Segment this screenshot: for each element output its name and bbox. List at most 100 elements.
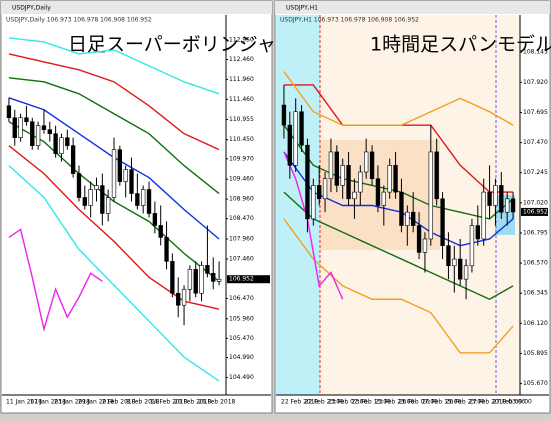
candle-body	[158, 225, 163, 238]
candle-body	[411, 211, 416, 226]
candle-body	[199, 265, 204, 294]
title-bar[interactable]	[275, 1, 550, 14]
candle-body	[493, 185, 498, 206]
info: USDJPY,Daily 106.973 106.978 106.908 106…	[6, 17, 152, 24]
candle-body	[428, 151, 433, 240]
indicator-line	[283, 191, 514, 301]
candle-body	[375, 178, 381, 206]
candle-body	[30, 121, 35, 146]
candle-body	[463, 265, 469, 280]
y-tick-label: 107.960	[229, 236, 254, 243]
x-tick-label: 14 Feb 2018	[150, 399, 188, 406]
candle-body	[187, 269, 193, 290]
y-tick-label: 105.670	[523, 380, 548, 387]
y-tick-label: 108.470	[229, 215, 254, 222]
candle-body	[105, 197, 111, 214]
indicator-line	[8, 228, 103, 332]
candle-body	[305, 144, 310, 220]
x-tick-label: 17 Jan 2018	[30, 399, 66, 406]
candle-body	[146, 189, 152, 214]
candle-body	[135, 193, 140, 206]
candle-body	[334, 151, 339, 186]
candle-body	[416, 225, 422, 253]
indicator-line	[8, 53, 220, 151]
candle-body	[387, 165, 392, 193]
candle-body	[364, 151, 369, 173]
y-tick-label: 107.695	[523, 109, 548, 116]
x-tick-label: 26 Feb 15:00	[422, 399, 462, 406]
candle-body	[141, 189, 146, 206]
candle-body	[311, 185, 316, 220]
candle-body	[358, 171, 363, 193]
x-tick-label: 11 Jan 2018	[6, 399, 42, 406]
candle-body	[393, 165, 398, 193]
x-tick-label: 23 Feb 23:00	[375, 399, 415, 406]
candle-body	[381, 191, 386, 206]
x-tick-label: 22 Feb 23:00	[305, 399, 345, 406]
price-tag	[521, 207, 548, 216]
candle-body	[88, 189, 93, 206]
candle-body	[422, 238, 428, 253]
heading: 1時間足スパンモデル	[370, 34, 551, 56]
candle-body	[340, 165, 345, 186]
y-tick-label: 104.990	[229, 354, 254, 361]
x-tick-label: 23 Feb 15:00	[352, 399, 392, 406]
y-tick-label: 109.460	[229, 176, 254, 183]
x-tick-label: 26 Feb 2018	[198, 399, 236, 406]
y-tick-label: 106.470	[229, 295, 254, 302]
y-tick-label: 105.470	[229, 335, 254, 342]
indicator-line	[8, 37, 220, 95]
candle-body	[70, 145, 76, 174]
candle-body	[452, 258, 457, 267]
y-tick-label: 106.120	[523, 320, 548, 327]
y-tick-label: 112.950	[229, 36, 254, 43]
candle-body	[129, 169, 134, 194]
candle-body	[281, 104, 287, 126]
candle-body	[152, 213, 158, 226]
candle-body	[469, 225, 475, 267]
candle-body	[399, 191, 404, 226]
candle-body	[216, 279, 222, 282]
indicator-line	[283, 218, 514, 354]
candle-body	[76, 173, 82, 198]
y-tick-label: 105.895	[523, 350, 548, 357]
price-tag-label: 106.952	[229, 276, 254, 283]
candle-body	[505, 198, 510, 213]
candle-body	[405, 211, 410, 226]
x-tick-label: 29 Jan 2018	[78, 399, 114, 406]
candle-body	[322, 178, 328, 200]
candle-body	[205, 265, 210, 274]
x-tick-label: 23 Feb 07:00	[328, 399, 368, 406]
candle-body	[53, 133, 58, 154]
info: USDJPY,H1 106.973 106.978 106.908 106.95…	[280, 17, 419, 24]
x-tick-label: 20 Feb 2018	[174, 399, 212, 406]
candle-body	[12, 117, 17, 138]
y-tick-label: 106.570	[523, 260, 548, 267]
candle-body	[164, 237, 169, 262]
candle-body	[82, 197, 87, 206]
candle-body	[181, 288, 187, 306]
window-frame	[0, 0, 273, 414]
candle-body	[94, 185, 99, 190]
x-tick-label: 23 Jan 2018	[54, 399, 90, 406]
y-tick-label: 110.955	[229, 116, 254, 123]
y-tick-label: 106.795	[523, 229, 548, 236]
indicator-line	[8, 165, 220, 382]
price-tag	[227, 275, 270, 284]
candle-body	[352, 191, 357, 200]
candle-body	[41, 125, 47, 131]
y-tick-label: 108.145	[523, 49, 548, 56]
x-tick-label: 27 Feb 2018 03:00	[469, 399, 526, 406]
indicator-line	[8, 77, 220, 195]
y-tick-label: 105.960	[229, 315, 254, 322]
y-tick-label: 110.450	[229, 136, 254, 143]
candle-body	[123, 169, 128, 182]
indicator-line	[283, 71, 514, 126]
y-tick-label: 109.970	[229, 155, 254, 162]
y-tick-label: 107.470	[523, 139, 548, 146]
title-bar[interactable]	[1, 1, 272, 14]
candle-body	[59, 137, 64, 154]
candle-body	[487, 191, 492, 206]
